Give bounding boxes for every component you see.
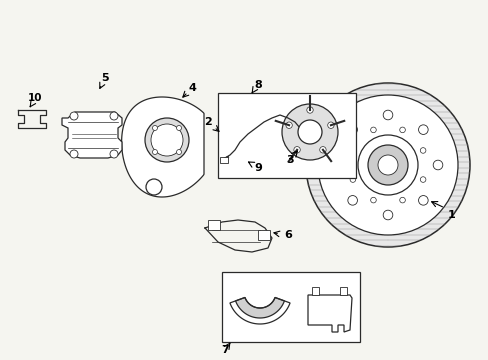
Bar <box>258 230 269 240</box>
Circle shape <box>383 210 392 220</box>
Circle shape <box>399 127 405 133</box>
Circle shape <box>383 110 392 120</box>
Circle shape <box>176 126 181 130</box>
Circle shape <box>357 135 417 195</box>
Bar <box>222 272 359 342</box>
Text: 4: 4 <box>188 83 196 93</box>
Circle shape <box>349 148 355 153</box>
Circle shape <box>282 104 337 160</box>
Circle shape <box>367 145 407 185</box>
Circle shape <box>317 95 457 235</box>
Circle shape <box>420 148 425 153</box>
Text: 1: 1 <box>447 210 455 220</box>
Bar <box>220 157 227 163</box>
Circle shape <box>306 107 312 113</box>
Circle shape <box>151 124 183 156</box>
Circle shape <box>327 122 333 129</box>
Circle shape <box>347 125 357 134</box>
Text: 2: 2 <box>203 117 211 127</box>
Circle shape <box>146 179 162 195</box>
Text: 7: 7 <box>221 345 228 355</box>
Circle shape <box>432 160 442 170</box>
Circle shape <box>399 197 405 203</box>
Polygon shape <box>122 97 203 197</box>
Circle shape <box>420 177 425 183</box>
Text: 6: 6 <box>284 230 291 240</box>
Circle shape <box>152 149 157 154</box>
Polygon shape <box>307 295 351 332</box>
Polygon shape <box>62 112 122 158</box>
Text: 8: 8 <box>254 80 262 90</box>
Circle shape <box>110 112 118 120</box>
Circle shape <box>349 177 355 183</box>
Circle shape <box>110 150 118 158</box>
Text: 5: 5 <box>101 73 109 83</box>
Bar <box>218 93 355 178</box>
Circle shape <box>152 126 157 130</box>
Bar <box>207 220 220 230</box>
Circle shape <box>347 195 357 205</box>
Text: 9: 9 <box>254 163 262 173</box>
Bar <box>311 287 318 295</box>
Text: 3: 3 <box>285 155 293 165</box>
Circle shape <box>332 160 342 170</box>
Circle shape <box>418 125 427 134</box>
Text: 10: 10 <box>28 93 42 103</box>
Bar <box>339 287 346 295</box>
Circle shape <box>285 122 292 129</box>
Circle shape <box>293 147 300 153</box>
Circle shape <box>377 155 397 175</box>
Polygon shape <box>235 297 284 318</box>
Circle shape <box>319 147 325 153</box>
Circle shape <box>70 112 78 120</box>
Circle shape <box>297 120 321 144</box>
Circle shape <box>145 118 189 162</box>
Circle shape <box>370 127 375 133</box>
Circle shape <box>176 149 181 154</box>
Circle shape <box>305 83 469 247</box>
Circle shape <box>370 197 375 203</box>
Circle shape <box>70 150 78 158</box>
Circle shape <box>418 195 427 205</box>
